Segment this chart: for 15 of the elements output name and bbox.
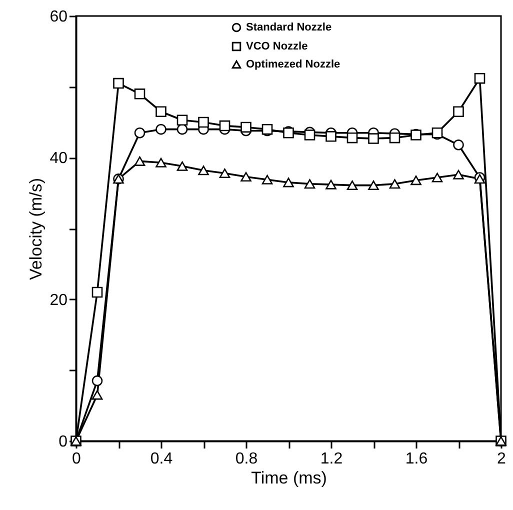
x-tick-label: 1.6 bbox=[405, 450, 428, 468]
x-tick-label: 0.4 bbox=[150, 450, 173, 468]
y-tick-label: 0 bbox=[58, 434, 68, 450]
y-tick-label: 40 bbox=[50, 150, 68, 168]
x-tick-label: 0.8 bbox=[235, 450, 258, 468]
x-axis-title: Time (ms) bbox=[251, 468, 327, 488]
y-axis-title: Velocity (m/s) bbox=[26, 178, 46, 280]
legend-label: Standard Nozzle bbox=[246, 22, 332, 34]
y-tick-label: 60 bbox=[50, 8, 68, 26]
legend-label: VCO Nozzle bbox=[246, 40, 308, 52]
x-tick-label: 1.2 bbox=[320, 450, 343, 468]
y-tick-label: 20 bbox=[50, 292, 68, 309]
x-tick-label: 0 bbox=[72, 450, 82, 468]
x-tick-label: 2 bbox=[497, 450, 506, 468]
legend-label: Optimezed Nozzle bbox=[246, 58, 340, 70]
